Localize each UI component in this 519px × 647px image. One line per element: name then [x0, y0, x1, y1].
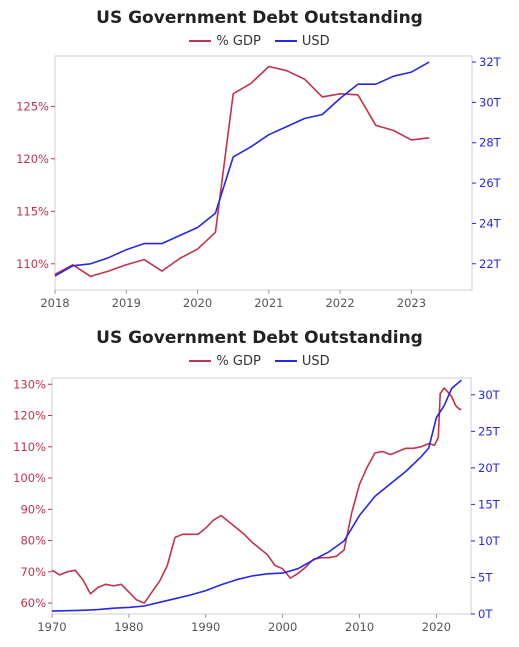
x-tick-label: 2019 [112, 296, 141, 310]
series-line-usd [54, 61, 430, 277]
y-left-tick-label: 130% [13, 377, 46, 391]
legend-swatch-pct-gdp [189, 360, 212, 362]
series-line-usd [51, 379, 462, 612]
plot-frame [54, 55, 473, 291]
y-right-tick-label: 28T [479, 136, 502, 150]
plot-frame [51, 377, 472, 615]
y-right-tick-label: 25T [478, 424, 501, 438]
x-tick-label: 2000 [268, 620, 297, 634]
x-tick-label: 2022 [325, 296, 354, 310]
y-left-tick-label: 80% [20, 534, 46, 548]
y-left-tick-label: 110% [13, 440, 46, 454]
x-tick-label: 1990 [191, 620, 220, 634]
legend-item-usd: USD [274, 353, 330, 369]
legend-item-usd: USD [274, 33, 330, 49]
chart-plot: 1970 1980 1990 2000 2010 2020 60% 70% 80% 90% 100%… [13, 377, 501, 634]
chart-title: US Government Debt Outstanding [96, 328, 423, 348]
legend-swatch-usd [274, 40, 297, 42]
y-left-tick-label: 120% [13, 409, 46, 423]
chart-legend: % GDP USD [0, 32, 519, 50]
x-tick-label: 1970 [37, 620, 66, 634]
y-left-tick-label: 90% [20, 502, 46, 516]
chart-title: US Government Debt Outstanding [96, 8, 423, 28]
y-right-tick-label: 5T [478, 570, 493, 584]
x-tick-label: 2020 [422, 620, 451, 634]
y-right-tick-label: 20T [478, 461, 501, 475]
y-left-tick-label: 125% [16, 99, 49, 113]
x-tick-label: 2010 [345, 620, 374, 634]
legend-label-pct-gdp: % GDP [216, 353, 261, 369]
x-tick-label: 2020 [183, 296, 212, 310]
y-left-tick-label: 115% [16, 204, 49, 218]
y-left-tick-label: 120% [16, 152, 49, 166]
y-right-tick-label: 32T [479, 55, 502, 69]
x-tick-label: 2018 [40, 296, 69, 310]
y-right-tick-label: 15T [478, 497, 501, 511]
y-left-tick-label: 60% [20, 596, 46, 610]
y-left-tick-label: 110% [16, 257, 49, 271]
series-line-pct-gdp [54, 65, 430, 278]
y-left-tick-label: 70% [20, 565, 46, 579]
chart-plot: 2018 2019 2020 2021 2022 2023 110% 115% 120% 125%… [16, 55, 502, 310]
x-tick-label: 2021 [254, 296, 283, 310]
y-right-tick-label: 10T [478, 534, 501, 548]
chart-panel-historical: US Government Debt Outstanding % GDP USD… [0, 318, 519, 647]
legend-label-pct-gdp: % GDP [216, 33, 261, 49]
y-right-tick-label: 30T [479, 95, 502, 109]
y-right-tick-label: 26T [479, 176, 502, 190]
chart-legend: % GDP USD [0, 352, 519, 370]
legend-swatch-pct-gdp [189, 40, 212, 42]
x-tick-label: 1980 [114, 620, 143, 634]
legend-swatch-usd [274, 360, 297, 362]
legend-item-pct-gdp: % GDP [189, 33, 261, 49]
legend-label-usd: USD [301, 33, 330, 49]
legend-label-usd: USD [301, 353, 330, 369]
series-line-pct-gdp [51, 387, 462, 604]
chart-panel-recent: US Government Debt Outstanding % GDP USD… [0, 0, 519, 318]
legend-item-pct-gdp: % GDP [189, 353, 261, 369]
y-right-tick-label: 30T [478, 388, 501, 402]
x-tick-label: 2023 [397, 296, 426, 310]
y-right-tick-label: 0T [478, 607, 493, 621]
y-right-tick-label: 22T [479, 257, 502, 271]
y-right-tick-label: 24T [479, 216, 502, 230]
y-left-tick-label: 100% [13, 471, 46, 485]
